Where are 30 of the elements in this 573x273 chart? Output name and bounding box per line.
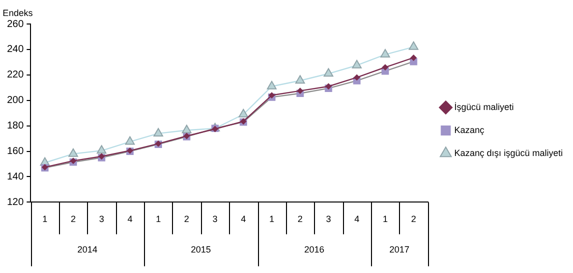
- text: 2015: [190, 244, 211, 255]
- x-tick-label: 1: [156, 214, 161, 224]
- y-tick-label: 220: [6, 70, 24, 81]
- x-tick-label: 1: [269, 214, 274, 224]
- y-tick-label: 200: [6, 95, 24, 106]
- y-tick-label: 120: [6, 196, 24, 208]
- y-tick-label: 240: [6, 44, 24, 56]
- x-tick-label: 2: [70, 214, 76, 224]
- legend-label: Kazanç dışı işgücü maliyeti: [454, 148, 563, 158]
- y-tick-label: 160: [6, 146, 24, 158]
- x-tick-label: 2: [298, 214, 303, 224]
- y-axis-title: Endeks: [2, 8, 34, 18]
- y-tick-label: 260: [6, 18, 24, 30]
- text: 2014: [77, 244, 98, 255]
- y-tick-label: 180: [6, 120, 24, 132]
- text: 2016: [304, 244, 324, 255]
- x-tick-label: 1: [382, 214, 388, 224]
- x-tick-label: 2: [411, 214, 416, 224]
- x-tick-label: 2: [184, 214, 190, 224]
- text: 2017: [389, 244, 410, 255]
- x-tick-label: 3: [326, 214, 331, 224]
- y-tick-label: 140: [6, 171, 24, 182]
- x-tick-label: 4: [127, 214, 132, 224]
- x-tick-label: 3: [212, 214, 218, 224]
- x-tick-label: 4: [240, 214, 246, 224]
- x-tick-label: 1: [42, 214, 48, 224]
- legend-label: Kazanç: [454, 124, 485, 135]
- x-tick-label: 4: [354, 214, 360, 224]
- legend-label: İşgücü maliyeti: [454, 102, 514, 112]
- x-tick-label: 3: [99, 214, 104, 224]
